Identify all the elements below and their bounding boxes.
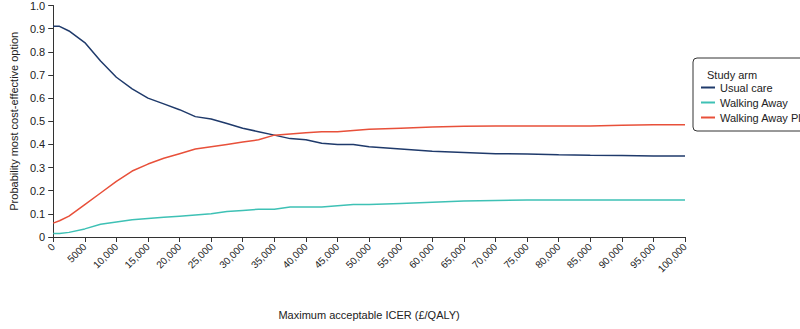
svg-text:0: 0 xyxy=(45,241,57,253)
svg-text:65,000: 65,000 xyxy=(438,241,468,271)
svg-text:0.6: 0.6 xyxy=(30,92,45,104)
svg-text:30,000: 30,000 xyxy=(217,241,247,271)
svg-text:95,000: 95,000 xyxy=(628,241,658,271)
svg-text:0.4: 0.4 xyxy=(30,138,45,150)
svg-text:60,000: 60,000 xyxy=(407,241,437,271)
svg-text:55,000: 55,000 xyxy=(375,241,405,271)
svg-text:0.2: 0.2 xyxy=(30,185,45,197)
svg-text:100,000: 100,000 xyxy=(656,241,690,275)
svg-text:0: 0 xyxy=(39,231,45,243)
svg-text:0.1: 0.1 xyxy=(30,208,45,220)
svg-text:90,000: 90,000 xyxy=(596,241,626,271)
svg-text:70,000: 70,000 xyxy=(470,241,500,271)
svg-text:Study arm: Study arm xyxy=(707,69,757,81)
svg-text:25,000: 25,000 xyxy=(186,241,216,271)
svg-text:10,000: 10,000 xyxy=(91,241,121,271)
svg-text:1.0: 1.0 xyxy=(30,0,45,12)
svg-text:80,000: 80,000 xyxy=(533,241,563,271)
svg-text:5000: 5000 xyxy=(65,241,89,265)
svg-text:0.9: 0.9 xyxy=(30,23,45,35)
svg-text:50,000: 50,000 xyxy=(344,241,374,271)
svg-text:Usual care: Usual care xyxy=(720,82,773,94)
svg-text:35,000: 35,000 xyxy=(249,241,279,271)
svg-text:0.3: 0.3 xyxy=(30,162,45,174)
svg-text:Walking Away: Walking Away xyxy=(720,97,788,109)
svg-text:Walking Away Plus: Walking Away Plus xyxy=(720,112,800,124)
svg-text:0.8: 0.8 xyxy=(30,46,45,58)
svg-text:15,000: 15,000 xyxy=(122,241,152,271)
svg-text:Probability most cost-effectiv: Probability most cost-effective option xyxy=(8,32,20,211)
svg-text:45,000: 45,000 xyxy=(312,241,342,271)
svg-text:20,000: 20,000 xyxy=(154,241,184,271)
svg-text:0.5: 0.5 xyxy=(30,115,45,127)
svg-text:40,000: 40,000 xyxy=(280,241,310,271)
svg-text:0.7: 0.7 xyxy=(30,69,45,81)
svg-text:75,000: 75,000 xyxy=(502,241,532,271)
svg-text:85,000: 85,000 xyxy=(565,241,595,271)
svg-text:Maximum acceptable ICER (£/QAL: Maximum acceptable ICER (£/QALY) xyxy=(278,309,459,321)
